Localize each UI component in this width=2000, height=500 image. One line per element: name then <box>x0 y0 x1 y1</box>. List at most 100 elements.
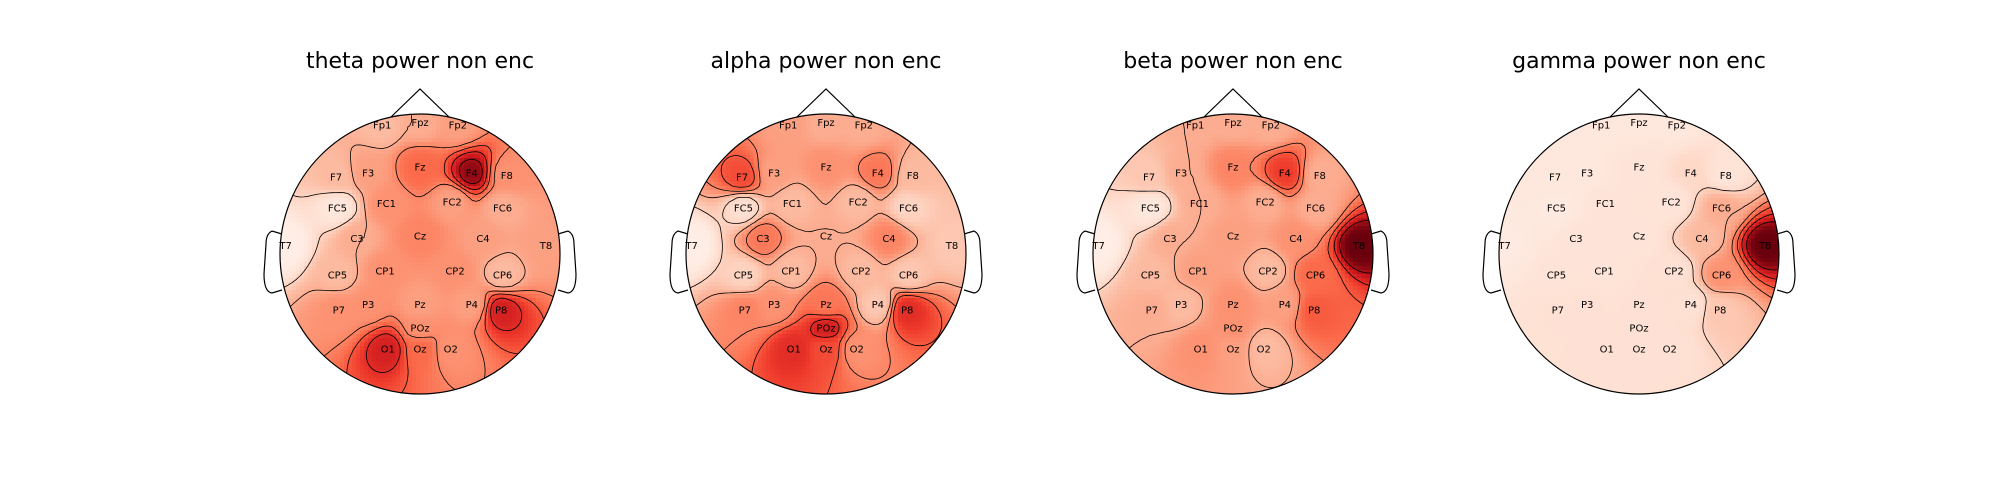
electrode-label-fz: Fz <box>414 163 425 174</box>
electrode-label-p7: P7 <box>1146 306 1158 317</box>
electrode-label-cp2: CP2 <box>1664 266 1683 277</box>
electrode-label-p4: P4 <box>1279 300 1291 311</box>
electrode-label-oz: Oz <box>819 345 832 356</box>
contour-line <box>1264 151 1373 310</box>
electrode-label-cp5: CP5 <box>1141 271 1160 282</box>
electrode-label-fc2: FC2 <box>849 198 868 209</box>
electrode-label-c3: C3 <box>350 234 363 245</box>
electrode-label-fp2: Fp2 <box>449 121 467 132</box>
electrode-label-oz: Oz <box>413 345 426 356</box>
electrode-label-t7: T7 <box>1497 241 1510 252</box>
electrode-label-cp6: CP6 <box>1712 271 1731 282</box>
electrode-label-c4: C4 <box>882 234 895 245</box>
electrode-label-f8: F8 <box>1314 171 1326 182</box>
electrode-label-f7: F7 <box>1549 173 1561 184</box>
electrode-label-p7: P7 <box>1552 306 1564 317</box>
contour-line <box>810 319 840 338</box>
head-outline <box>685 113 967 395</box>
electrode-label-fz: Fz <box>1633 163 1644 174</box>
nose-outline <box>390 88 450 118</box>
right-ear-outline <box>1370 230 1390 294</box>
electrode-label-t8: T8 <box>1758 241 1771 252</box>
electrode-label-f4: F4 <box>466 168 478 179</box>
topomap-panel-gamma: gamma power non enc Fp1 Fpz Fp2 F7 F3 Fz F4 F8 F… <box>1482 49 1796 395</box>
electrode-label-cz: Cz <box>1227 231 1239 242</box>
electrode-label-p4: P4 <box>872 300 884 311</box>
topomap-title: gamma power non enc <box>1512 49 1766 74</box>
electrode-label-t7: T7 <box>278 241 291 252</box>
electrode-label-fp1: Fp1 <box>1592 121 1610 132</box>
electrode-label-f3: F3 <box>362 168 374 179</box>
electrode-label-oz: Oz <box>1226 345 1239 356</box>
electrode-label-fc5: FC5 <box>328 203 347 214</box>
topomap-panel-beta: beta power non enc Fp1 Fpz Fp2 F7 F3 Fz F4 F8 FC… <box>1076 49 1390 395</box>
electrode-label-fpz: Fpz <box>817 118 834 129</box>
left-ear-outline <box>1076 230 1096 294</box>
electrode-label-fc1: FC1 <box>1190 199 1209 210</box>
electrode-label-fp2: Fp2 <box>1668 121 1686 132</box>
topomap-panel-theta: theta power non enc Fp1 Fpz Fp2 F7 F3 Fz F4 F8 F… <box>263 49 577 395</box>
electrode-label-o1: O1 <box>381 345 395 356</box>
electrode-label-fc1: FC1 <box>783 199 802 210</box>
electrode-label-cp1: CP1 <box>375 266 394 277</box>
electrode-label-fp2: Fp2 <box>1262 121 1280 132</box>
electrode-label-p3: P3 <box>768 300 780 311</box>
electrode-label-f3: F3 <box>1581 168 1593 179</box>
head-outline <box>1092 113 1374 395</box>
electrode-label-pz: Pz <box>820 300 831 311</box>
electrode-label-cp5: CP5 <box>734 271 753 282</box>
electrode-label-fc5: FC5 <box>1141 203 1160 214</box>
left-ear-outline <box>263 230 283 294</box>
electrode-label-f8: F8 <box>501 171 513 182</box>
electrode-label-p4: P4 <box>1685 300 1697 311</box>
electrode-label-fp1: Fp1 <box>1186 121 1204 132</box>
electrode-label-t7: T7 <box>684 241 697 252</box>
electrode-label-cp6: CP6 <box>1306 271 1325 282</box>
electrode-label-p8: P8 <box>1714 306 1726 317</box>
electrode-label-fc6: FC6 <box>1712 203 1731 214</box>
electrode-label-cp2: CP2 <box>445 266 464 277</box>
electrode-label-f8: F8 <box>907 171 919 182</box>
electrode-label-fc1: FC1 <box>1596 199 1615 210</box>
electrode-label-p3: P3 <box>362 300 374 311</box>
electrode-label-fpz: Fpz <box>411 118 428 129</box>
electrode-label-f7: F7 <box>736 173 748 184</box>
electrode-label-c4: C4 <box>1289 234 1302 245</box>
electrode-label-p8: P8 <box>901 306 913 317</box>
electrode-label-f4: F4 <box>872 168 884 179</box>
electrode-label-poz: POz <box>410 324 429 335</box>
electrode-label-o1: O1 <box>787 345 801 356</box>
electrode-label-oz: Oz <box>1632 345 1645 356</box>
head-outline <box>279 113 561 395</box>
electrode-label-fc5: FC5 <box>1547 203 1566 214</box>
electrode-label-f7: F7 <box>330 173 342 184</box>
electrode-label-poz: POz <box>816 324 835 335</box>
electrode-label-fc6: FC6 <box>493 203 512 214</box>
electrode-label-cp5: CP5 <box>1547 271 1566 282</box>
electrode-label-fpz: Fpz <box>1224 118 1241 129</box>
electrode-label-o2: O2 <box>850 345 864 356</box>
electrode-label-fc1: FC1 <box>377 199 396 210</box>
electrode-label-cp1: CP1 <box>781 266 800 277</box>
electrode-label-cz: Cz <box>1633 231 1645 242</box>
electrode-label-f3: F3 <box>768 168 780 179</box>
electrode-label-pz: Pz <box>1633 300 1644 311</box>
electrode-label-cp2: CP2 <box>851 266 870 277</box>
electrode-label-cp6: CP6 <box>899 271 918 282</box>
electrode-label-p3: P3 <box>1175 300 1187 311</box>
electrode-label-f7: F7 <box>1143 173 1155 184</box>
electrode-label-fc5: FC5 <box>734 203 753 214</box>
electrode-label-cp5: CP5 <box>328 271 347 282</box>
contour-line <box>458 158 483 184</box>
electrode-label-o2: O2 <box>1257 345 1271 356</box>
nose-outline <box>1203 88 1263 118</box>
electrode-label-pz: Pz <box>1227 300 1238 311</box>
right-ear-outline <box>557 230 577 294</box>
electrode-label-fc6: FC6 <box>1306 203 1325 214</box>
right-ear-outline <box>963 230 983 294</box>
electrode-label-o1: O1 <box>1194 345 1208 356</box>
electrode-label-cp1: CP1 <box>1594 266 1613 277</box>
electrode-label-c3: C3 <box>756 234 769 245</box>
electrode-label-cp1: CP1 <box>1188 266 1207 277</box>
